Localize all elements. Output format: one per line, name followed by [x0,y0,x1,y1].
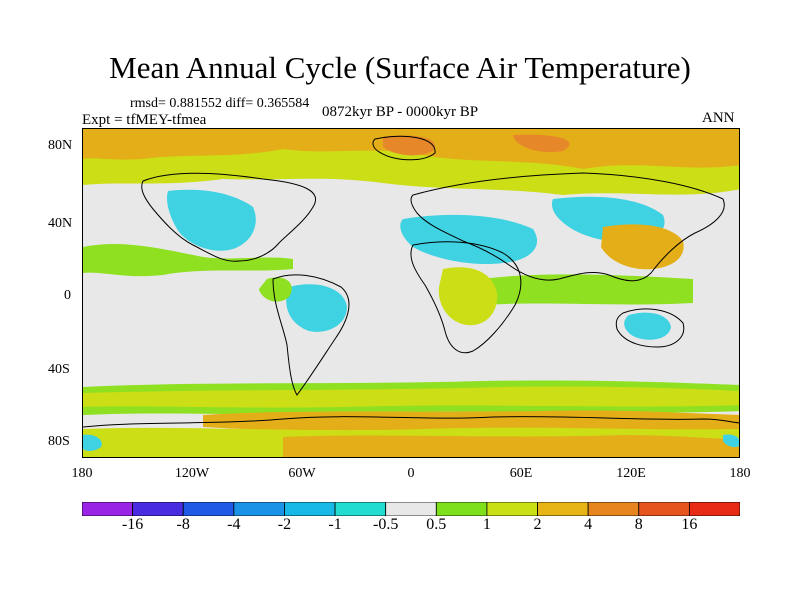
na-cool [167,189,256,251]
south-america-coast [272,274,350,396]
stats-text: rmsd= 0.881552 diff= 0.365584 [130,96,310,111]
colorbar-label: -8 [176,516,190,533]
colorbar-swatch [82,502,134,516]
colorbar-swatch [688,502,740,516]
colorbar-swatch [638,502,690,516]
x-tick-label: 0 [407,466,415,481]
colorbar-label: 0.5 [426,516,447,533]
coastlines [83,135,739,428]
amazon-cool [286,284,347,332]
experiment-label: Expt = tfMEY-tfmea [82,112,207,128]
temperature-map [82,128,740,458]
australia-cool [624,312,671,340]
sa-green [259,277,292,302]
x-tick-label: 180 [71,466,93,481]
colorbar-label: 16 [681,516,698,533]
indian-ocean-green [483,274,693,305]
southern-yellow [83,386,739,408]
africa-yellow [438,267,498,326]
greenland-coast [372,135,436,161]
colorbar-label: -1 [328,516,342,533]
north-america-coast [141,172,316,262]
period-label: 0872kyr BP - 0000kyr BP [322,104,479,120]
colorbar-swatch [486,502,538,516]
chart-title: Mean Annual Cycle (Surface Air Temperatu… [109,50,691,85]
x-tick-label: 180 [729,466,751,481]
colorbar-swatch [334,502,387,516]
colorbar-swatch [182,502,235,516]
colorbar-swatch [233,502,285,516]
x-tick-label: 120W [174,466,210,481]
y-tick-label: 80S [48,434,70,449]
map-canvas [83,129,739,457]
colorbar [82,502,740,516]
colorbar-label: 8 [634,516,643,533]
x-tick-label: 60E [509,466,533,481]
australia-coast [615,308,685,348]
colorbar-label: -16 [121,516,144,533]
barents-warm [513,134,570,153]
y-tick-label: 80N [48,138,73,153]
colorbar-swatch [435,502,488,516]
colorbar-swatch [385,502,437,516]
season-label: ANN [702,110,735,126]
antarctic-cool-left [83,434,102,451]
y-tick-label: 40N [48,216,73,231]
y-tick-label: 40S [48,362,70,377]
pacific-green [83,244,293,277]
greenland-warm [383,135,435,156]
y-tick-label: 0 [64,288,71,303]
colorbar-label: -0.5 [373,516,399,533]
colorbar-label: 1 [482,516,491,533]
colorbar-swatch [537,502,589,516]
antarctic-orange [283,435,739,457]
southern-orange [203,410,739,432]
colorbar-label: 2 [533,516,542,533]
x-tick-label: 60W [288,466,316,481]
colorbar-swatch [284,502,336,516]
africa-coast [410,241,522,354]
antarctic-cool-right [723,434,739,448]
eurasia-coast [410,172,725,282]
colorbar-swatch [587,502,640,516]
antarctica-coast [83,416,739,428]
colorbar-label: -4 [227,516,241,533]
colorbar-swatch [132,502,184,516]
colorbar-label: 4 [584,516,593,533]
colorbar-label: -2 [277,516,292,533]
x-tick-label: 120E [616,466,646,481]
